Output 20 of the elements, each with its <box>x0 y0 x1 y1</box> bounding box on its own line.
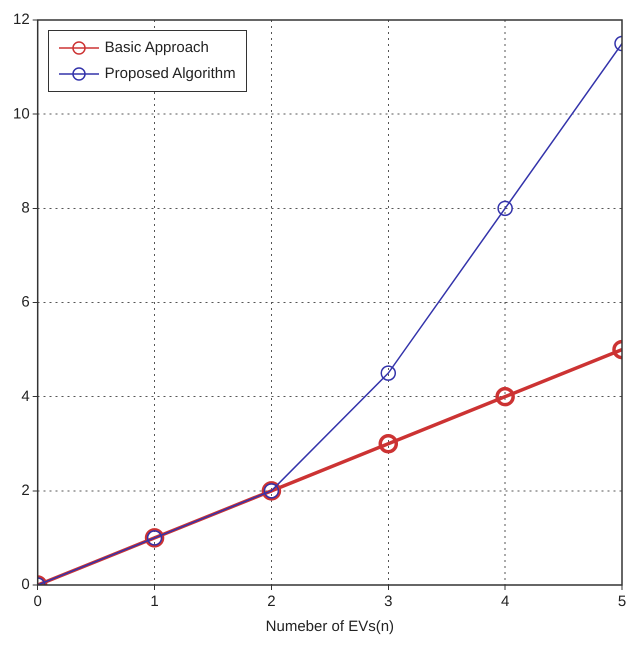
y-tick-label: 6 <box>21 294 30 311</box>
y-tick-label: 8 <box>21 199 30 216</box>
point <box>497 200 513 216</box>
x-tick-label: 2 <box>267 593 276 610</box>
x-tick-label: 3 <box>384 593 392 610</box>
legend-label: Basic Approach <box>104 38 209 58</box>
y-tick-label: 12 <box>12 11 30 28</box>
x-tick-label: 4 <box>500 593 510 610</box>
point <box>380 365 396 381</box>
y-tick-label: 2 <box>21 482 30 499</box>
point <box>495 386 515 406</box>
x-tick-label: 0 <box>34 593 42 610</box>
x-tick-label: 1 <box>150 593 159 610</box>
point <box>378 434 398 454</box>
y-tick-label: 10 <box>12 105 30 122</box>
legend-label: Proposed Algorithm <box>104 64 236 84</box>
x-tick-label: 5 <box>618 593 626 610</box>
y-tick-label: 0 <box>21 576 30 594</box>
x-axis-title: Numeber of EVs(n) <box>266 618 394 636</box>
y-tick-label: 4 <box>21 388 30 405</box>
